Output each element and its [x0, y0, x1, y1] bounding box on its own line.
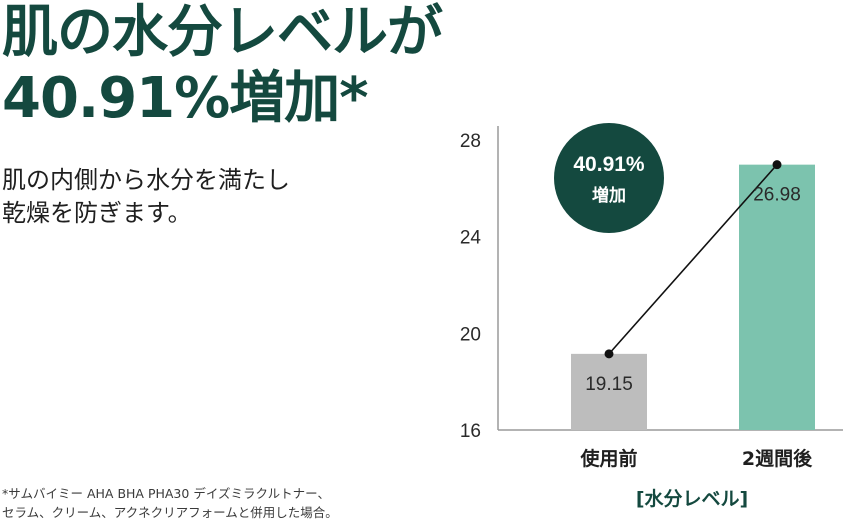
headline-line-1: 肌の水分レベルが	[2, 0, 443, 65]
badge-label: 増加	[592, 185, 626, 206]
trend-point	[604, 349, 614, 359]
bar-2	[739, 164, 815, 430]
footnote: *サムバイミー AHA BHA PHA30 デイズミラクルトナー、 セラム、クリ…	[2, 484, 432, 522]
subcopy-line-2: 乾燥を防ぎます。	[2, 199, 192, 227]
y-axis-ticks: 16 20 24 28	[460, 131, 482, 442]
trend-line	[608, 164, 778, 355]
subcopy: 肌の内側から水分を満たし 乾燥を防ぎます。	[2, 164, 362, 230]
y-tick-label: 20	[460, 324, 481, 345]
bar-1	[571, 353, 647, 430]
category-label: 2週間後	[742, 447, 813, 470]
trend-point	[772, 160, 782, 170]
bar-value-label: 26.98	[753, 185, 801, 206]
footnote-line-2: セラム、クリーム、アクネクリアフォームと併用した場合。	[2, 505, 338, 520]
increase-badge: 40.91% 増加	[554, 123, 664, 233]
y-tick-label: 24	[460, 228, 482, 249]
value-labels: 19.15 26.98	[585, 185, 801, 395]
bars	[571, 164, 815, 430]
y-tick-label: 16	[460, 421, 481, 442]
badge-circle	[554, 123, 664, 233]
bar-value-label: 19.15	[585, 374, 633, 395]
footnote-line-1: *サムバイミー AHA BHA PHA30 デイズミラクルトナー、	[2, 486, 330, 501]
headline: 肌の水分レベルが 40.91%増加*	[2, 0, 522, 132]
subcopy-line-1: 肌の内側から水分を満たし	[2, 166, 290, 194]
category-label: 使用前	[579, 447, 637, 470]
badge-value: 40.91%	[573, 153, 645, 176]
x-axis-title: [水分レベル]	[636, 488, 748, 510]
headline-line-2: 40.91%増加*	[2, 66, 369, 131]
trend-line-group	[604, 160, 782, 359]
y-tick-label: 28	[460, 131, 481, 152]
category-labels: 使用前 2週間後	[579, 447, 813, 470]
